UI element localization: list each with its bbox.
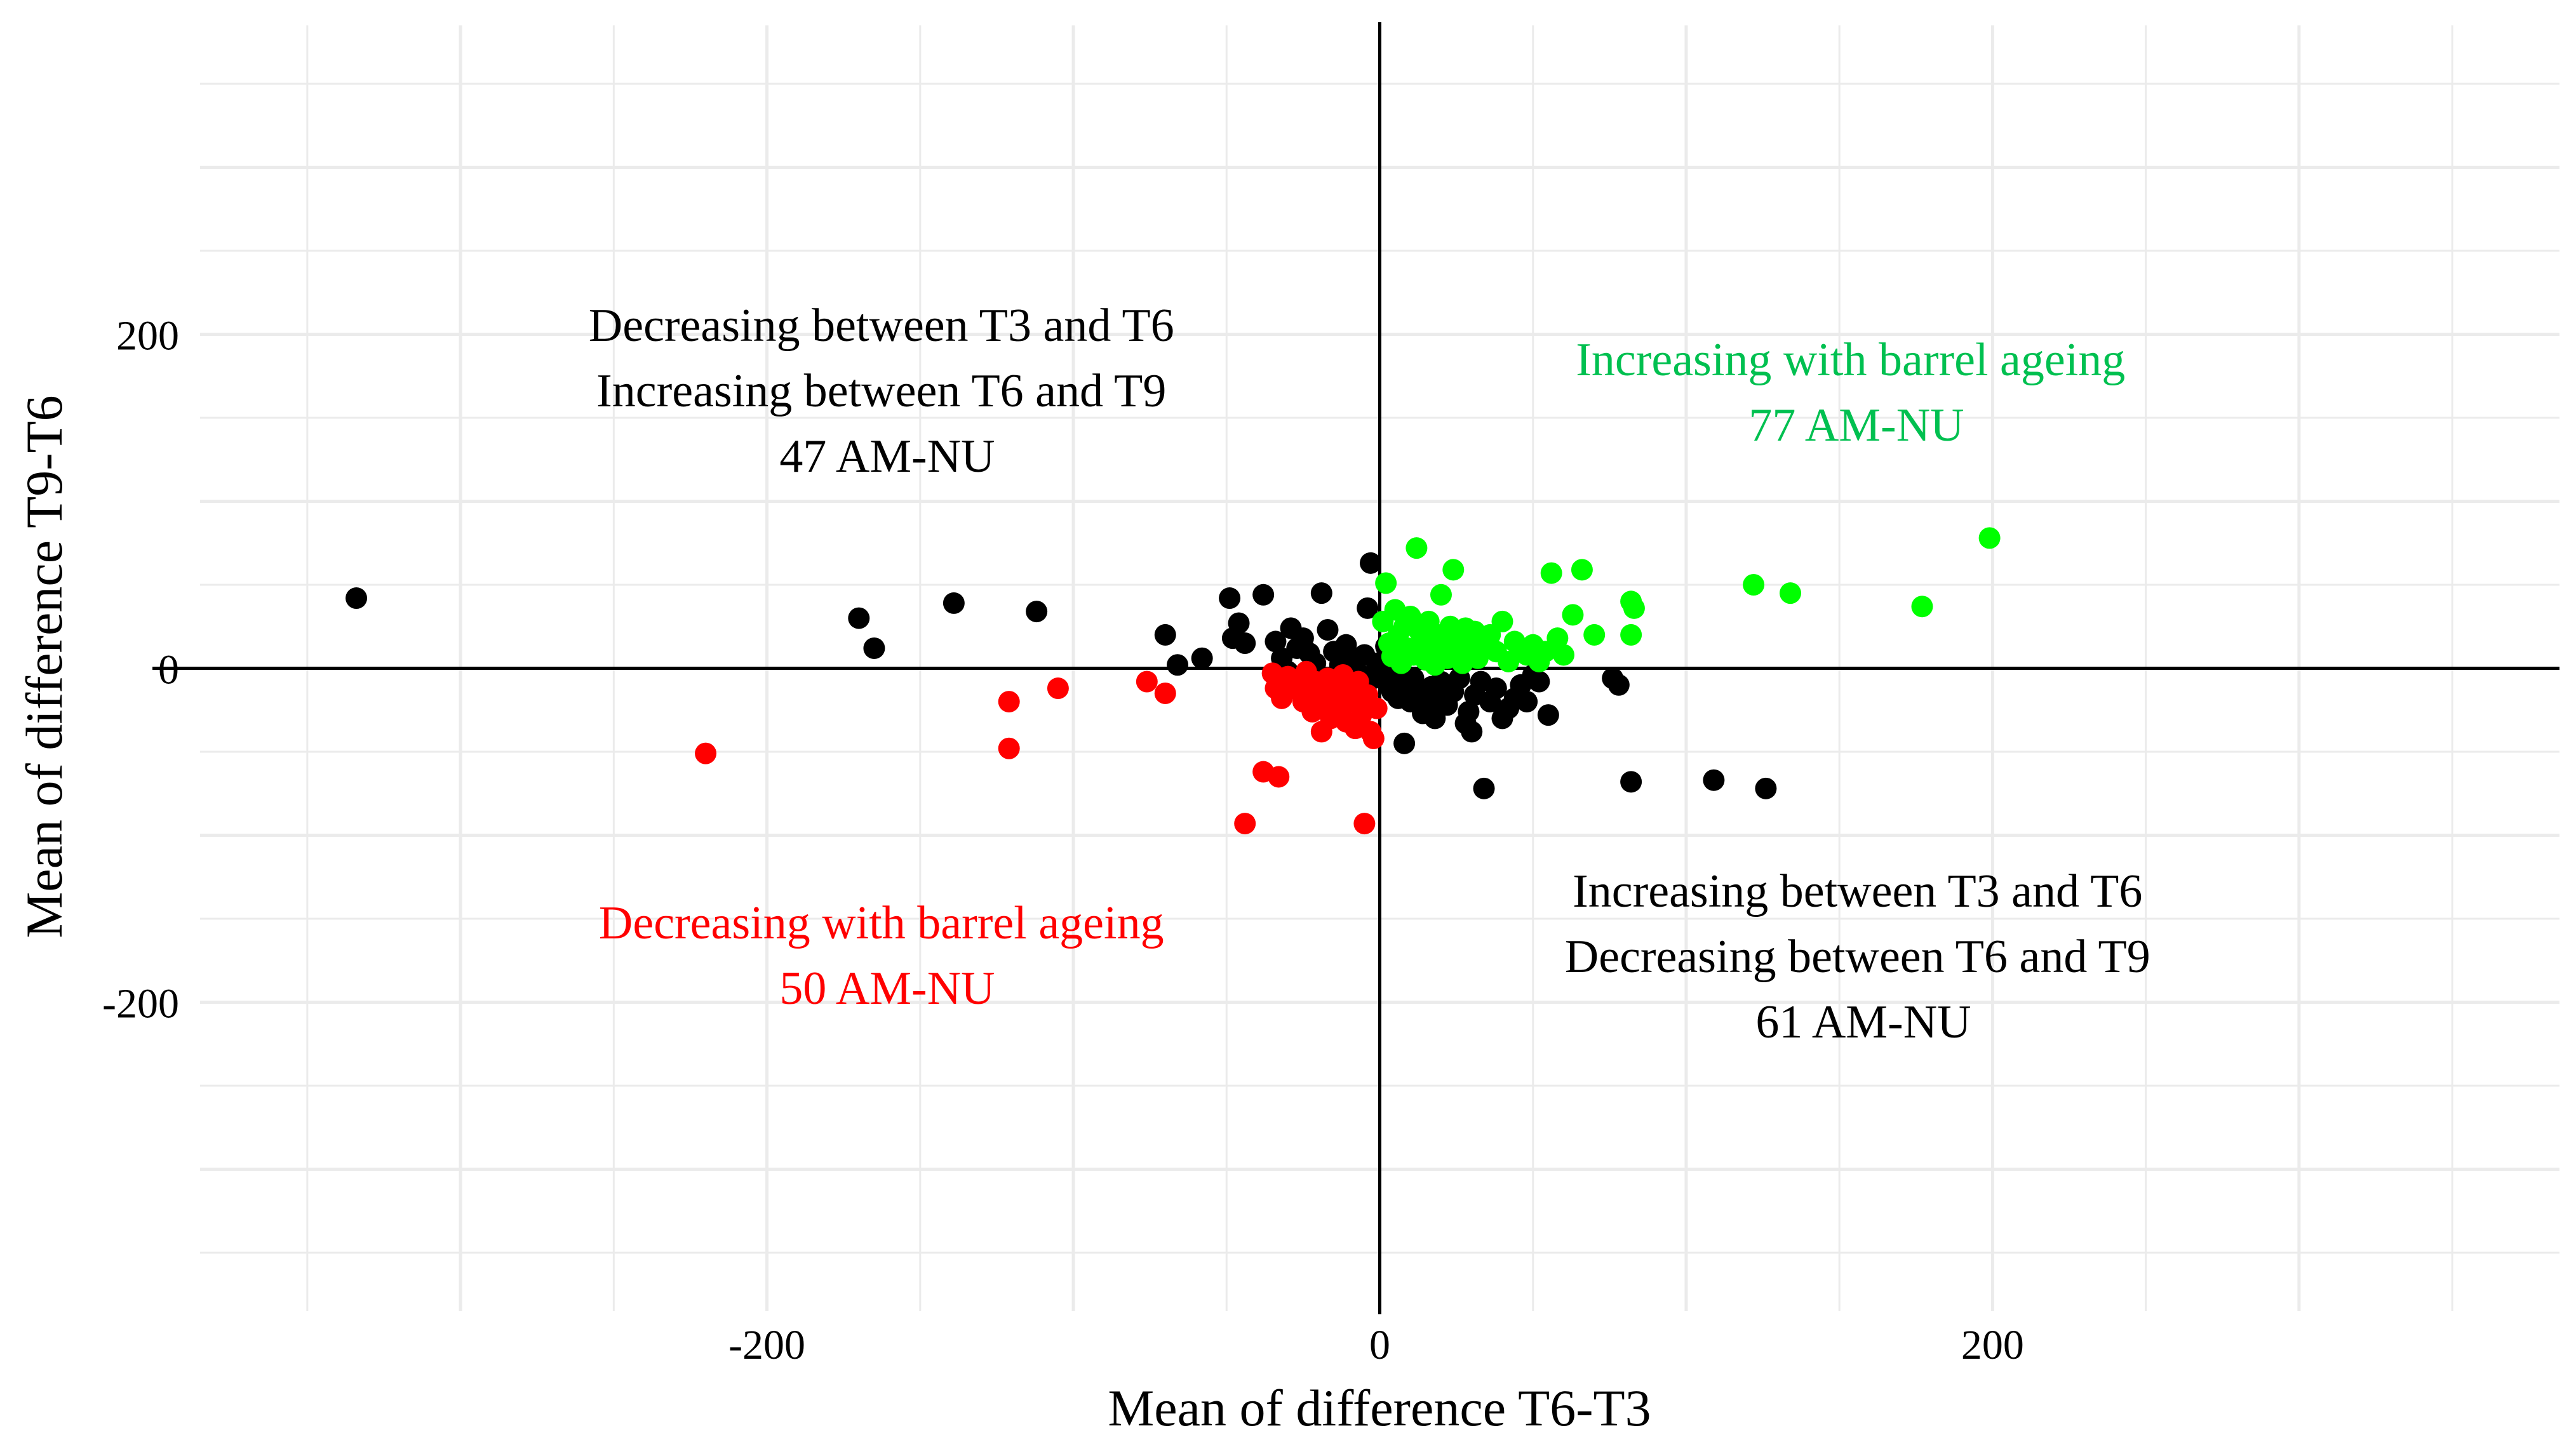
x-tick-label: -200 <box>728 1322 805 1368</box>
data-points <box>345 527 2001 835</box>
data-point <box>1703 769 1725 791</box>
annotation-line: Increasing between T3 and T6 <box>1573 865 2142 917</box>
data-point <box>1265 630 1287 653</box>
data-point <box>1552 644 1574 666</box>
annotation-line: 47 AM-NU <box>779 430 995 483</box>
data-point <box>1755 777 1777 799</box>
data-point <box>1780 582 1802 604</box>
data-point <box>1473 777 1495 799</box>
data-point <box>1537 704 1559 726</box>
data-point <box>1491 610 1513 632</box>
annotation-line: Decreasing between T3 and T6 <box>589 300 1174 352</box>
data-point <box>1485 677 1507 700</box>
data-point <box>1461 721 1483 743</box>
annotation-line: 50 AM-NU <box>779 963 995 1015</box>
y-axis-label: Mean of difference T9-T6 <box>15 395 73 938</box>
annotation-lower-right: Increasing between T3 and T6 Decreasing … <box>1565 865 2162 1048</box>
annotation-line: Decreasing with barrel ageing <box>599 897 1164 949</box>
data-point <box>1167 654 1189 676</box>
data-point <box>1219 587 1241 610</box>
data-point <box>695 742 717 764</box>
annotation-line: 61 AM-NU <box>1755 996 1971 1048</box>
data-point <box>1191 647 1213 669</box>
data-point <box>1528 670 1550 693</box>
data-point <box>1442 559 1465 581</box>
data-point <box>1430 583 1452 606</box>
data-point <box>1268 766 1290 788</box>
x-axis-label: Mean of difference T6-T3 <box>1108 1379 1651 1437</box>
data-point <box>943 592 965 614</box>
data-point <box>1026 601 1048 623</box>
y-tick-label: 200 <box>116 313 179 359</box>
data-point <box>1562 604 1584 626</box>
data-point <box>1252 583 1275 606</box>
annotation-line: Decreasing between T6 and T9 <box>1565 931 2150 983</box>
data-point <box>1310 582 1332 604</box>
data-point <box>1911 596 1933 618</box>
data-point <box>1362 727 1385 749</box>
data-point <box>1154 623 1176 646</box>
data-point <box>1375 572 1397 594</box>
data-point <box>1234 632 1256 655</box>
data-point <box>1516 691 1538 713</box>
data-point <box>1228 612 1250 634</box>
data-point <box>998 691 1020 713</box>
data-point <box>1360 552 1382 574</box>
annotation-line: Increasing between T6 and T9 <box>596 365 1166 417</box>
x-tick-label: 0 <box>1369 1322 1390 1368</box>
data-point <box>1365 697 1388 719</box>
data-point <box>1546 627 1569 650</box>
tick-labels: -200 0 200 200 0 -200 <box>102 313 2024 1368</box>
x-tick-label: 200 <box>1961 1322 2024 1368</box>
data-point <box>1317 619 1339 641</box>
data-point <box>1620 771 1642 793</box>
annotation-line: 77 AM-NU <box>1748 399 1964 451</box>
data-point <box>1620 623 1642 646</box>
data-point <box>1154 682 1176 704</box>
y-tick-label: 0 <box>158 647 179 693</box>
data-point <box>1623 597 1645 619</box>
data-point <box>998 737 1020 759</box>
data-point <box>345 587 368 610</box>
data-point <box>1357 597 1379 619</box>
data-point <box>1405 537 1428 559</box>
data-point <box>1136 670 1158 693</box>
annotation-upper-right: Increasing with barrel ageing 77 AM-NU <box>1576 334 2137 451</box>
data-point <box>1583 623 1606 646</box>
data-point <box>1571 559 1593 581</box>
annotation-line: Increasing with barrel ageing <box>1576 334 2125 386</box>
quadrant-annotations: Decreasing between T3 and T6 Increasing … <box>589 300 2162 1048</box>
data-point <box>1047 677 1069 700</box>
annotation-upper-left: Decreasing between T3 and T6 Increasing … <box>589 300 1186 483</box>
data-point <box>1978 527 2001 549</box>
annotation-lower-left: Decreasing with barrel ageing 50 AM-NU <box>599 897 1176 1015</box>
data-point <box>1540 562 1562 584</box>
data-point <box>1607 674 1630 696</box>
data-point <box>863 637 885 659</box>
data-point <box>1393 732 1416 754</box>
y-tick-label: -200 <box>102 980 179 1027</box>
data-point <box>1234 813 1256 835</box>
data-point <box>1743 574 1765 596</box>
data-point <box>1353 813 1376 835</box>
data-point <box>1458 700 1480 723</box>
data-point <box>848 607 870 629</box>
